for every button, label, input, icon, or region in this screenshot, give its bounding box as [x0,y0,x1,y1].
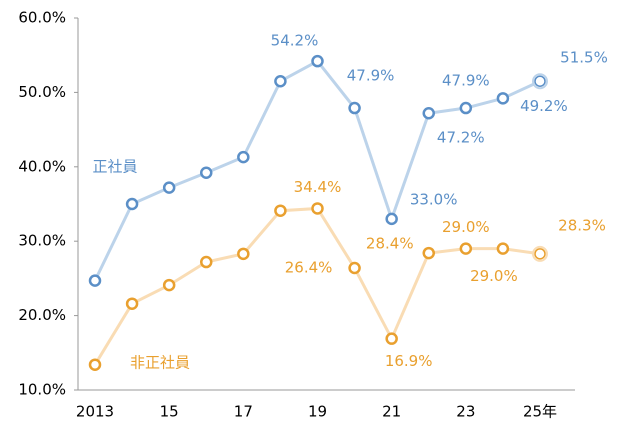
data-point [200,166,213,180]
data-point [162,181,176,194]
data-point [88,358,102,371]
y-tick-label: 60.0% [18,9,66,27]
x-tick-label: 23 [456,403,475,421]
x-tick-label: 25年 [523,403,557,421]
y-tick-label: 10.0% [18,381,66,399]
data-label: 16.9% [385,352,433,370]
series-name: 正社員 [92,158,137,176]
data-point [274,74,287,88]
data-label: 29.0% [442,218,490,236]
data-point [459,242,473,255]
data-point [125,297,139,310]
data-point [348,101,361,115]
data-label: 34.4% [294,178,342,196]
x-tick-label: 17 [234,403,253,421]
data-point [348,261,361,275]
data-label: 28.3% [558,216,606,234]
data-point [274,204,287,217]
data-point [385,212,398,226]
data-point-ring [534,248,546,260]
data-label: 47.2% [437,129,485,147]
data-point [385,332,398,345]
data-point [200,255,213,269]
data-label: 47.9% [442,72,490,90]
data-label: 33.0% [410,190,458,208]
data-point [237,247,250,261]
y-tick-label: 20.0% [18,306,66,324]
x-tick-label: 15 [160,403,179,421]
data-point [311,54,324,68]
data-label: 29.0% [470,267,518,285]
data-point [459,101,473,115]
x-tick-label: 19 [308,403,327,421]
data-point [422,246,435,260]
data-label: 26.4% [285,258,333,276]
data-point [496,92,510,105]
data-label: 28.4% [366,235,414,253]
data-label: 47.9% [347,67,395,85]
y-tick-label: 30.0% [18,232,66,250]
data-point [88,274,102,287]
x-tick-label: 21 [382,403,401,421]
data-point [237,150,250,164]
data-point [162,278,176,292]
data-point [311,202,324,215]
data-label: 51.5% [560,49,608,67]
y-tick-label: 40.0% [18,157,66,175]
series-name: 非正社員 [130,354,190,372]
x-tick-label: 2013 [76,403,114,421]
data-point [422,106,435,120]
data-point [125,197,139,211]
data-point-ring [534,75,546,87]
data-label: 54.2% [271,32,319,50]
data-point [496,242,510,255]
data-label: 49.2% [520,97,568,115]
y-tick-label: 50.0% [18,83,66,101]
